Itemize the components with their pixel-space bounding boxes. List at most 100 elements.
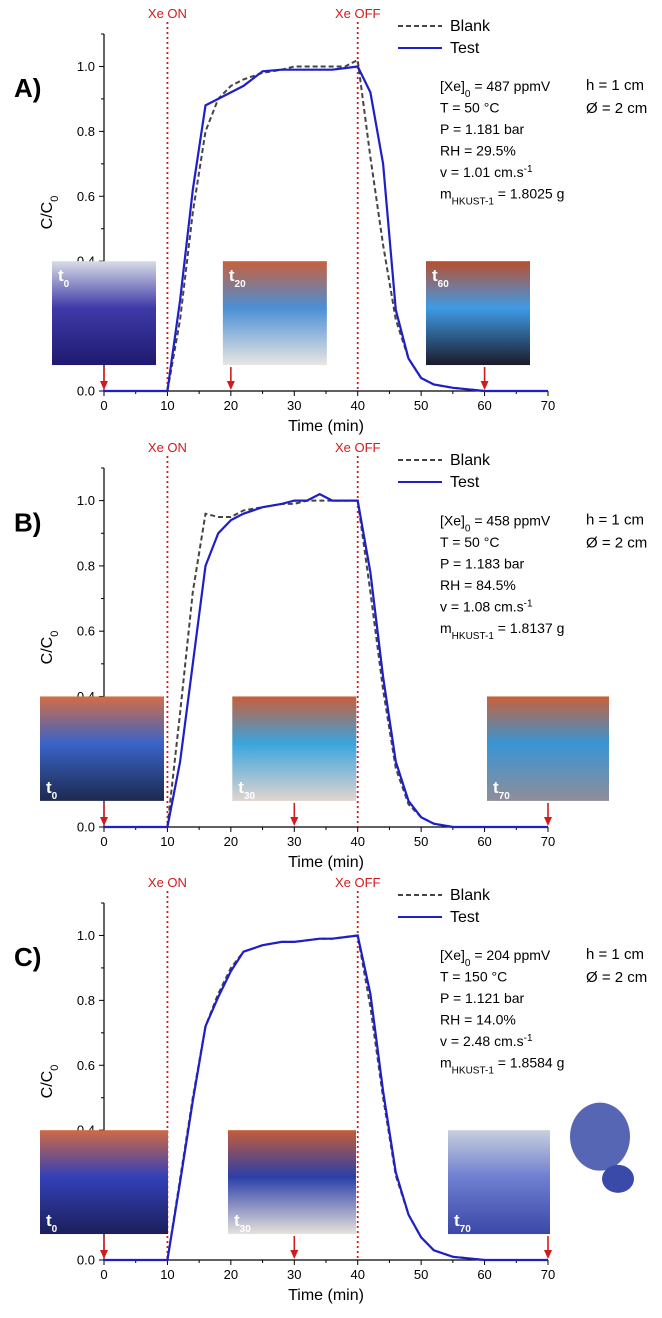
photo-arrow-head bbox=[100, 381, 108, 390]
x-tick-label: 20 bbox=[224, 1267, 238, 1282]
condition-velocity: v = 1.08 cm.s-1 bbox=[440, 598, 533, 615]
event-label: Xe ON bbox=[148, 875, 187, 890]
y-axis-title: C/C0 bbox=[39, 631, 61, 665]
x-tick-label: 10 bbox=[160, 398, 174, 413]
condition-humidity: RH = 14.0% bbox=[440, 1012, 516, 1028]
photo-arrow-head bbox=[290, 1250, 299, 1259]
x-tick-label: 30 bbox=[287, 398, 301, 413]
geometry-height: h = 1 cm bbox=[586, 511, 644, 528]
condition-xe0-part: 0 bbox=[465, 89, 471, 100]
y-axis-title-main: C/C bbox=[39, 637, 56, 665]
condition-xe0-part: 0 bbox=[465, 958, 471, 969]
condition-pressure: P = 1.121 bar bbox=[440, 990, 525, 1006]
event-label: Xe ON bbox=[148, 6, 187, 21]
photo-t30: t30 bbox=[228, 1130, 356, 1259]
geometry-diameter: Ø = 2 cm bbox=[586, 100, 647, 117]
condition-xe0-part: 0 bbox=[465, 523, 471, 534]
y-tick-label: 0.8 bbox=[77, 993, 95, 1008]
y-axis-title: C/C0 bbox=[39, 1065, 61, 1099]
condition-mass: mHKUST-1 = 1.8137 g bbox=[440, 620, 564, 642]
photo-t20: t20 bbox=[222, 261, 327, 390]
x-tick-label: 40 bbox=[350, 834, 364, 849]
photo-time-label-part: 70 bbox=[460, 1224, 472, 1235]
y-axis-title-main: C/C bbox=[39, 202, 56, 230]
legend-label: Blank bbox=[450, 887, 491, 904]
photo-time-label: t30 bbox=[238, 778, 255, 802]
y-tick-label: 1.0 bbox=[77, 59, 95, 74]
condition-velocity: v = 2.48 cm.s-1 bbox=[440, 1033, 533, 1050]
photo-t0: t0 bbox=[40, 1130, 168, 1259]
y-axis-title-sub: 0 bbox=[49, 196, 61, 202]
photo-time-label: t0 bbox=[58, 266, 70, 290]
x-tick-label: 50 bbox=[414, 1267, 428, 1282]
photo-time-label-part: 0 bbox=[52, 1224, 58, 1235]
condition-xe0: [Xe]0 = 204 ppmV bbox=[440, 947, 551, 969]
y-tick-label: 1.0 bbox=[77, 493, 95, 508]
condition-velocity-part: -1 bbox=[524, 1033, 533, 1044]
photo-image bbox=[232, 696, 357, 801]
y-tick-label: 0.6 bbox=[77, 1058, 95, 1073]
condition-xe0-part: = 204 ppmV bbox=[470, 947, 550, 963]
photo-arrow-head bbox=[226, 381, 235, 390]
geometry-diameter: Ø = 2 cm bbox=[586, 534, 647, 551]
condition-temperature: T = 50 °C bbox=[440, 100, 499, 116]
photo-time-label-part: t bbox=[46, 778, 52, 797]
photo-t0: t0 bbox=[40, 696, 164, 826]
x-tick-label: 60 bbox=[477, 398, 491, 413]
x-tick-label: 0 bbox=[100, 1267, 107, 1282]
photo-time-label: t0 bbox=[46, 778, 58, 802]
x-axis-title: Time (min) bbox=[288, 854, 364, 871]
panel-c: C)0.00.20.40.60.81.0010203040506070Time … bbox=[14, 875, 652, 1304]
condition-pressure: P = 1.183 bar bbox=[440, 555, 525, 571]
series-test-line bbox=[104, 492, 548, 829]
y-tick-label: 0.0 bbox=[77, 384, 95, 399]
photo-arrow-head bbox=[100, 1250, 108, 1259]
photo-image bbox=[40, 696, 164, 801]
x-tick-label: 20 bbox=[224, 398, 238, 413]
photo-arrow-head bbox=[544, 1250, 552, 1259]
condition-xe0-part: = 458 ppmV bbox=[470, 512, 550, 528]
condition-pressure: P = 1.181 bar bbox=[440, 121, 525, 137]
condition-mass: mHKUST-1 = 1.8584 g bbox=[440, 1055, 564, 1077]
y-axis-title-sub: 0 bbox=[49, 631, 61, 637]
series-test-line bbox=[104, 65, 548, 393]
photo-arrow-head bbox=[544, 817, 552, 826]
panel-label: C) bbox=[14, 942, 41, 972]
condition-humidity: RH = 84.5% bbox=[440, 577, 516, 593]
photo-time-label-part: t bbox=[493, 778, 499, 797]
event-label: Xe ON bbox=[148, 440, 187, 455]
x-tick-label: 70 bbox=[541, 398, 555, 413]
condition-xe0: [Xe]0 = 487 ppmV bbox=[440, 78, 551, 100]
x-tick-label: 60 bbox=[477, 834, 491, 849]
x-tick-label: 0 bbox=[100, 834, 107, 849]
photo-time-label-part: t bbox=[58, 266, 64, 285]
photo-image bbox=[448, 1130, 550, 1235]
legend-label: Blank bbox=[450, 18, 491, 35]
legend-label: Test bbox=[450, 40, 480, 57]
panel-a: A)0.00.20.40.60.81.0010203040506070Time … bbox=[14, 6, 647, 435]
event-label: Xe OFF bbox=[335, 440, 381, 455]
condition-mass: mHKUST-1 = 1.8025 g bbox=[440, 186, 564, 208]
legend-label: Test bbox=[450, 474, 480, 491]
photo-arrow-head bbox=[100, 817, 108, 826]
photo-time-label-part: t bbox=[454, 1211, 460, 1230]
photo-image bbox=[40, 1130, 168, 1235]
photo-time-label-part: 60 bbox=[438, 279, 450, 290]
condition-velocity-part: v = 1.08 cm.s bbox=[440, 598, 524, 614]
photo-time-label-part: 30 bbox=[240, 1224, 252, 1235]
photo-time-label-part: t bbox=[46, 1211, 52, 1230]
event-label: Xe OFF bbox=[335, 6, 381, 21]
x-axis-title: Time (min) bbox=[288, 418, 364, 435]
x-tick-label: 50 bbox=[414, 398, 428, 413]
condition-mass-part: HKUST-1 bbox=[452, 196, 495, 207]
photo-time-label-part: 30 bbox=[244, 790, 256, 801]
photo-image bbox=[426, 261, 530, 366]
condition-xe0-part: [Xe] bbox=[440, 947, 465, 963]
y-tick-label: 1.0 bbox=[77, 928, 95, 943]
photo-t70: t70 bbox=[448, 1130, 552, 1259]
condition-mass-part: = 1.8137 g bbox=[494, 620, 564, 636]
condition-mass-part: HKUST-1 bbox=[452, 630, 495, 641]
photo-time-label-part: 20 bbox=[235, 279, 247, 290]
photo-t60: t60 bbox=[426, 261, 530, 390]
